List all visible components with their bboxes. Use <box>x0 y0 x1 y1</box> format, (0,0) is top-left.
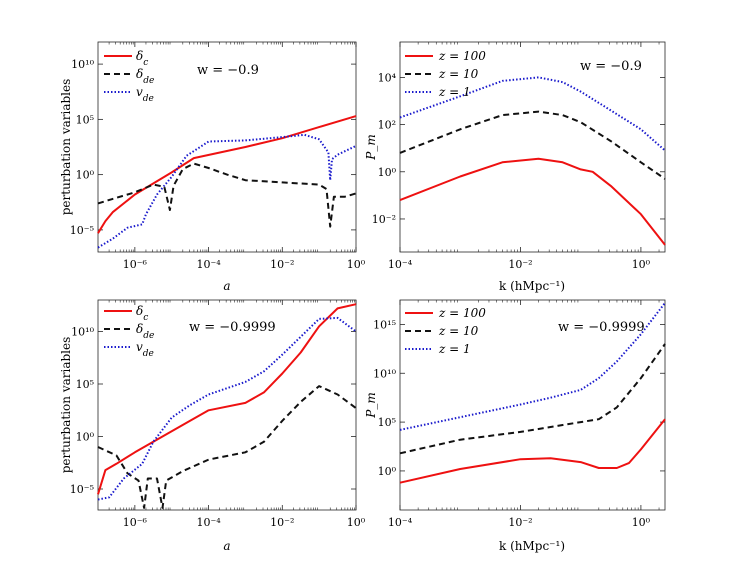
y-axis-label: P_m <box>364 392 378 418</box>
series-lines <box>399 302 666 484</box>
x-tick-label: 10⁰ <box>632 258 651 271</box>
legend: z = 100 z = 10 z = 1 <box>405 49 486 99</box>
y-tick-label: 10⁵ <box>378 416 396 429</box>
series-lines <box>399 76 666 246</box>
y-tick-label: 10⁰ <box>378 166 397 179</box>
series-lines <box>97 303 357 509</box>
x-tick-label: 10⁻⁶ <box>123 258 148 271</box>
panel-bottom-right: 10⁻⁴ 10⁻² 10⁰ 10⁰ 10⁵ 10¹⁰ 10¹⁵ k (hMpc⁻¹) P_m… <box>364 299 666 553</box>
y-tick-label: 10⁵ <box>76 378 94 391</box>
ticks: 10⁻⁶ 10⁻⁴ 10⁻² 10⁰ 10⁻⁵ 10⁰ 10⁵ 10¹⁰ <box>70 300 366 529</box>
series-line-vde <box>97 316 357 501</box>
annotation: w = −0.9 <box>197 63 259 78</box>
y-axis-label: perturbation variables <box>59 337 73 474</box>
y-tick-label: 10¹⁰ <box>373 367 396 380</box>
series-line-c <box>97 303 357 495</box>
series-line-z-10 <box>399 343 666 455</box>
series-line-c <box>97 115 357 234</box>
legend-label-z10: z = 10 <box>438 324 479 338</box>
x-tick-label: 10⁻⁴ <box>196 258 221 271</box>
x-tick-label: 10⁻⁴ <box>388 258 413 271</box>
legend-label-z1: z = 1 <box>438 342 471 356</box>
x-tick-label: 10⁰ <box>347 258 366 271</box>
series-line-de <box>97 385 357 509</box>
x-tick-label: 10⁻⁴ <box>388 516 413 529</box>
x-axis-label: a <box>223 539 230 553</box>
y-tick-label: 10⁰ <box>76 431 95 444</box>
y-tick-label: 10² <box>378 119 396 132</box>
annotation: w = −0.9999 <box>189 320 276 335</box>
x-tick-label: 10⁻² <box>508 258 532 271</box>
legend-label-z10: z = 10 <box>438 67 479 81</box>
plot-area <box>399 299 666 511</box>
y-tick-label: 10⁻⁵ <box>70 224 94 237</box>
y-tick-label: 10⁵ <box>76 113 94 126</box>
x-tick-label: 10⁻⁴ <box>196 516 221 529</box>
x-tick-label: 10⁻² <box>508 516 532 529</box>
x-tick-label: 10⁻² <box>270 258 294 271</box>
y-tick-label: 10⁻⁵ <box>70 483 94 496</box>
ticks: 10⁻⁶ 10⁻⁴ 10⁻² 10⁰ 10⁻⁵ 10⁰ 10⁵ 10¹⁰ <box>70 42 366 271</box>
y-tick-label: 10¹⁰ <box>71 58 94 71</box>
legend-label-z100: z = 100 <box>438 306 486 320</box>
y-tick-label: 10¹⁰ <box>71 326 94 339</box>
x-axis-label: k (hMpc⁻¹) <box>499 279 565 293</box>
y-tick-label: 10⁰ <box>76 169 95 182</box>
legend-label-z1: z = 1 <box>438 85 471 99</box>
panel-bottom-left: 10⁻⁶ 10⁻⁴ 10⁻² 10⁰ 10⁻⁵ 10⁰ 10⁵ 10¹⁰ a perturba… <box>59 299 366 553</box>
legend: z = 100 z = 10 z = 1 <box>405 306 486 356</box>
series-line-z-1 <box>399 76 666 152</box>
x-axis-label: a <box>223 279 230 293</box>
annotation: w = −0.9999 <box>558 320 645 335</box>
y-tick-label: 10⁻² <box>372 213 396 226</box>
ticks: 10⁻⁴ 10⁻² 10⁰ 10⁻² 10⁰ 10² 10⁴ <box>372 42 665 271</box>
x-tick-label: 10⁻⁶ <box>123 516 148 529</box>
series-line-z-100 <box>399 418 666 484</box>
x-axis-label: k (hMpc⁻¹) <box>499 539 565 553</box>
plot-area <box>399 41 666 253</box>
y-tick-label: 10⁴ <box>378 71 397 84</box>
x-tick-label: 10⁰ <box>632 516 651 529</box>
x-tick-label: 10⁻² <box>270 516 294 529</box>
series-lines <box>97 115 357 249</box>
panel-top-left: 10⁻⁶ 10⁻⁴ 10⁻² 10⁰ 10⁻⁵ 10⁰ 10⁵ 10¹⁰ a perturba… <box>59 41 366 293</box>
y-tick-label: 10⁰ <box>378 465 397 478</box>
legend-label-z100: z = 100 <box>438 49 486 63</box>
annotation: w = −0.9 <box>580 59 642 74</box>
y-tick-label: 10¹⁵ <box>373 318 396 331</box>
series-line-de <box>97 162 357 228</box>
series-line-z-100 <box>399 157 666 246</box>
ticks: 10⁻⁴ 10⁻² 10⁰ 10⁰ 10⁵ 10¹⁰ 10¹⁵ <box>373 300 665 529</box>
x-tick-label: 10⁰ <box>347 516 366 529</box>
plot-area <box>97 41 357 253</box>
y-axis-label: perturbation variables <box>59 79 73 216</box>
y-axis-label: P_m <box>364 134 378 160</box>
